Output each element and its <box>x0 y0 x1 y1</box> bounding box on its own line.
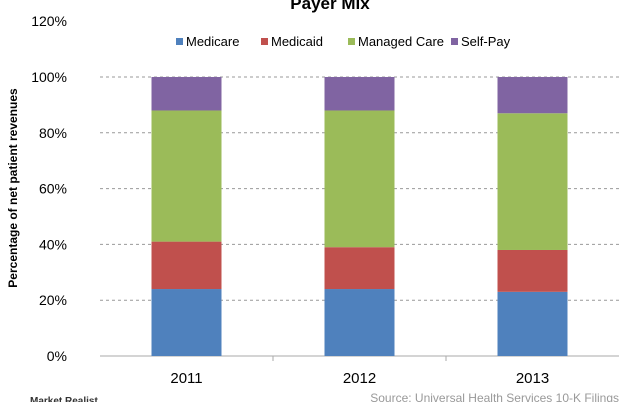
bar-segment-medicare-2012 <box>324 289 395 356</box>
legend-label: Medicare <box>186 34 239 49</box>
bar-segment-self-pay-2011 <box>151 77 222 111</box>
bar-segment-self-pay-2012 <box>324 77 395 111</box>
bar-segment-self-pay-2013 <box>497 77 568 114</box>
legend-label: Self-Pay <box>461 34 511 49</box>
x-tick-label: 2011 <box>170 370 202 387</box>
bar-segment-medicare-2013 <box>497 291 568 356</box>
bar-segment-managed-care-2011 <box>151 110 222 242</box>
y-tick-label: 120% <box>31 13 67 29</box>
y-tick-label: 80% <box>39 125 67 141</box>
y-tick-label: 100% <box>31 69 67 85</box>
legend-label: Medicaid <box>271 34 323 49</box>
bar-segment-medicaid-2013 <box>497 249 568 292</box>
legend-swatch <box>176 38 183 45</box>
legend-swatch <box>261 38 268 45</box>
bar-segment-medicaid-2012 <box>324 247 395 290</box>
y-tick-label: 20% <box>39 292 67 308</box>
y-tick-label: 40% <box>39 236 67 252</box>
x-tick-label: 2012 <box>343 370 376 387</box>
legend-swatch <box>348 38 355 45</box>
y-tick-label: 60% <box>39 181 67 197</box>
bar-segment-managed-care-2013 <box>497 113 568 250</box>
bar-segment-medicare-2011 <box>151 289 222 356</box>
x-tick-label: 2013 <box>516 370 549 387</box>
y-tick-label: 0% <box>47 348 67 364</box>
bar-segment-medicaid-2011 <box>151 241 222 290</box>
source-note: Source: Universal Health Services 10-K F… <box>370 391 619 402</box>
legend-swatch <box>451 38 458 45</box>
y-axis-label: Percentage of net patient revenues <box>6 88 20 288</box>
bar-segment-managed-care-2012 <box>324 110 395 248</box>
watermark-logo: Market Realist <box>30 396 98 402</box>
legend-label: Managed Care <box>358 34 444 49</box>
chart-title: Payer Mix <box>290 0 370 13</box>
